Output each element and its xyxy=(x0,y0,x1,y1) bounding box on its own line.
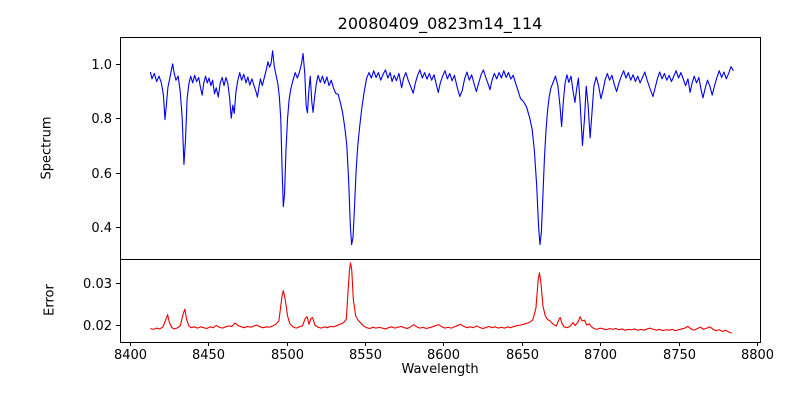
spectrum-line xyxy=(149,50,734,246)
y-tick-label: 0.03 xyxy=(83,277,112,292)
error-line xyxy=(150,262,732,334)
x-tick-label: 8400 xyxy=(114,348,147,363)
y-tick-label: 0.4 xyxy=(91,221,112,236)
x-tick-label: 8750 xyxy=(663,348,696,363)
x-axis-label: Wavelength xyxy=(401,362,479,377)
x-tick-label: 8800 xyxy=(741,348,774,363)
y-tick-label: 0.8 xyxy=(91,112,112,127)
x-tick-label: 8450 xyxy=(192,348,225,363)
y-tick-label: 0.6 xyxy=(91,167,112,182)
panel-border-error xyxy=(120,259,761,343)
x-tick-label: 8650 xyxy=(506,348,539,363)
x-tick-label: 8600 xyxy=(427,348,460,363)
y-tick-label: 0.02 xyxy=(83,319,112,334)
panel-border-spectrum xyxy=(120,37,761,260)
x-tick-label: 8550 xyxy=(349,348,382,363)
x-tick-label: 8500 xyxy=(271,348,304,363)
chart-title: 20080409_0823m14_114 xyxy=(337,14,543,33)
y-tick-label: 1.0 xyxy=(91,58,112,73)
x-tick-label: 8700 xyxy=(584,348,617,363)
